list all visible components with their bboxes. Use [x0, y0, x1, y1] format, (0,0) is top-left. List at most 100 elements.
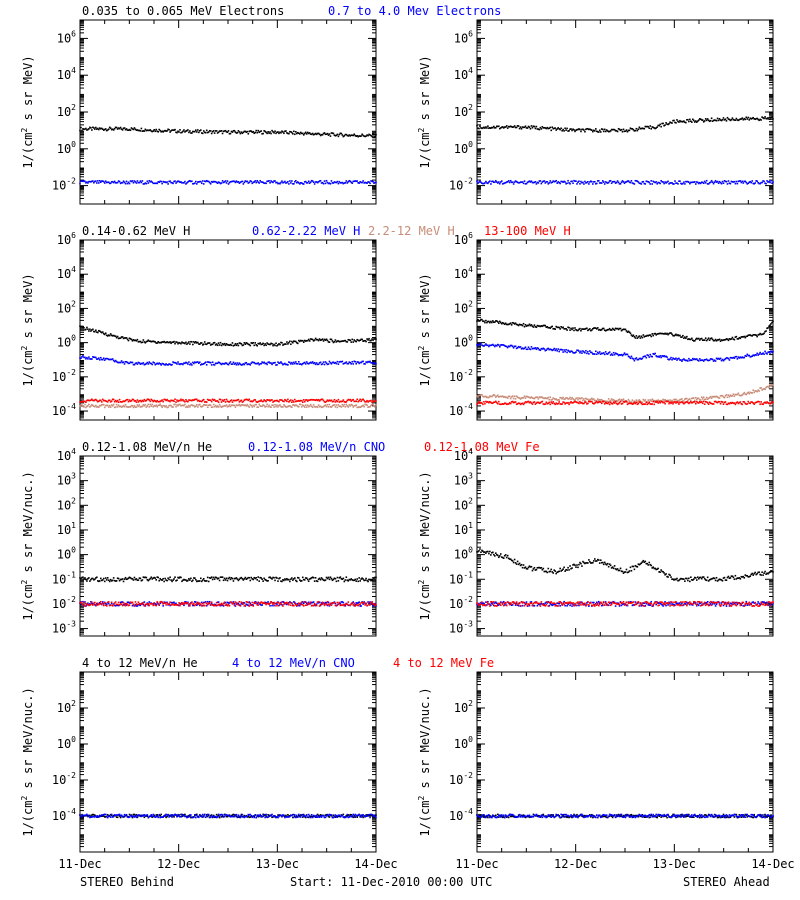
data-point: [186, 400, 188, 403]
data-point: [357, 181, 359, 184]
data-point: [281, 342, 283, 344]
data-point: [733, 402, 736, 404]
data-point: [208, 361, 211, 364]
data-point: [230, 130, 233, 133]
data-point: [763, 353, 765, 356]
data-point: [267, 343, 269, 345]
data-point: [721, 401, 724, 403]
data-point: [192, 361, 194, 364]
data-point: [144, 403, 147, 406]
data-point: [345, 403, 348, 406]
data-point: [103, 399, 106, 402]
data-point: [309, 338, 312, 340]
data-point: [297, 361, 300, 363]
y-tick-label: 104: [57, 265, 76, 281]
data-point: [355, 400, 358, 403]
data-point: [131, 578, 134, 580]
data-point: [362, 134, 364, 137]
data-point: [638, 357, 641, 360]
data-point: [570, 398, 572, 401]
data-point: [327, 400, 330, 402]
data-point: [269, 362, 271, 364]
data-point: [227, 577, 230, 580]
data-point: [669, 399, 671, 401]
data-point: [320, 363, 323, 366]
data-point: [599, 353, 602, 355]
data-point: [630, 180, 633, 182]
data-point: [654, 352, 656, 355]
data-point: [641, 403, 644, 406]
data-point: [116, 335, 119, 338]
data-point: [652, 399, 655, 402]
data-point: [641, 181, 644, 183]
data-point: [618, 401, 621, 404]
data-point: [350, 134, 353, 136]
data-point: [730, 357, 733, 359]
data-point: [344, 339, 347, 342]
data-point: [174, 128, 176, 131]
data-point: [523, 325, 526, 328]
data-point: [736, 401, 739, 403]
data-point: [238, 342, 241, 344]
data-point: [161, 341, 163, 343]
data-point: [97, 180, 99, 182]
data-point: [238, 401, 241, 403]
data-point: [704, 182, 707, 184]
data-point: [620, 329, 623, 332]
data-point: [642, 334, 645, 336]
data-point: [128, 337, 131, 340]
data-point: [155, 579, 158, 581]
data-point: [213, 578, 216, 580]
data-point: [749, 402, 752, 405]
data-point: [556, 326, 558, 329]
data-point: [665, 122, 667, 124]
data-point: [580, 130, 582, 133]
data-point: [181, 341, 183, 343]
data-point: [660, 179, 662, 182]
data-point: [576, 183, 578, 185]
data-point: [548, 348, 551, 351]
data-point: [247, 405, 250, 407]
data-point: [281, 399, 283, 401]
data-point: [531, 347, 534, 350]
data-point: [610, 402, 613, 405]
data-point: [755, 390, 757, 392]
data-point: [248, 343, 251, 346]
data-point: [337, 404, 340, 406]
data-point: [212, 130, 215, 132]
data-point: [309, 133, 312, 135]
data-point: [244, 130, 247, 133]
data-point: [156, 182, 159, 185]
data-point: [359, 361, 361, 364]
data-point: [272, 181, 274, 184]
data-point: [241, 577, 244, 580]
data-point: [307, 362, 310, 365]
data-point: [637, 358, 640, 361]
data-point: [234, 406, 237, 408]
data-point: [142, 130, 145, 132]
data-point: [754, 182, 756, 184]
data-point: [203, 362, 206, 364]
data-point: [581, 181, 583, 184]
data-point: [590, 400, 592, 403]
data-point: [136, 129, 139, 131]
data-point: [133, 363, 136, 366]
data-point: [164, 577, 166, 580]
data-point: [692, 357, 694, 360]
data-point: [544, 127, 547, 129]
data-point: [589, 400, 591, 403]
data-point: [95, 180, 97, 182]
data-point: [548, 127, 551, 130]
data-point: [160, 341, 162, 344]
data-point: [726, 183, 729, 185]
data-point: [772, 181, 774, 183]
data-point: [491, 321, 493, 324]
data-point: [149, 403, 152, 406]
data-point: [98, 400, 100, 402]
data-point: [154, 182, 157, 185]
data-point: [316, 338, 319, 341]
data-point: [117, 337, 120, 340]
data-point: [362, 398, 364, 401]
data-point: [562, 396, 564, 399]
series-title: 13-100 MeV H: [484, 224, 571, 238]
